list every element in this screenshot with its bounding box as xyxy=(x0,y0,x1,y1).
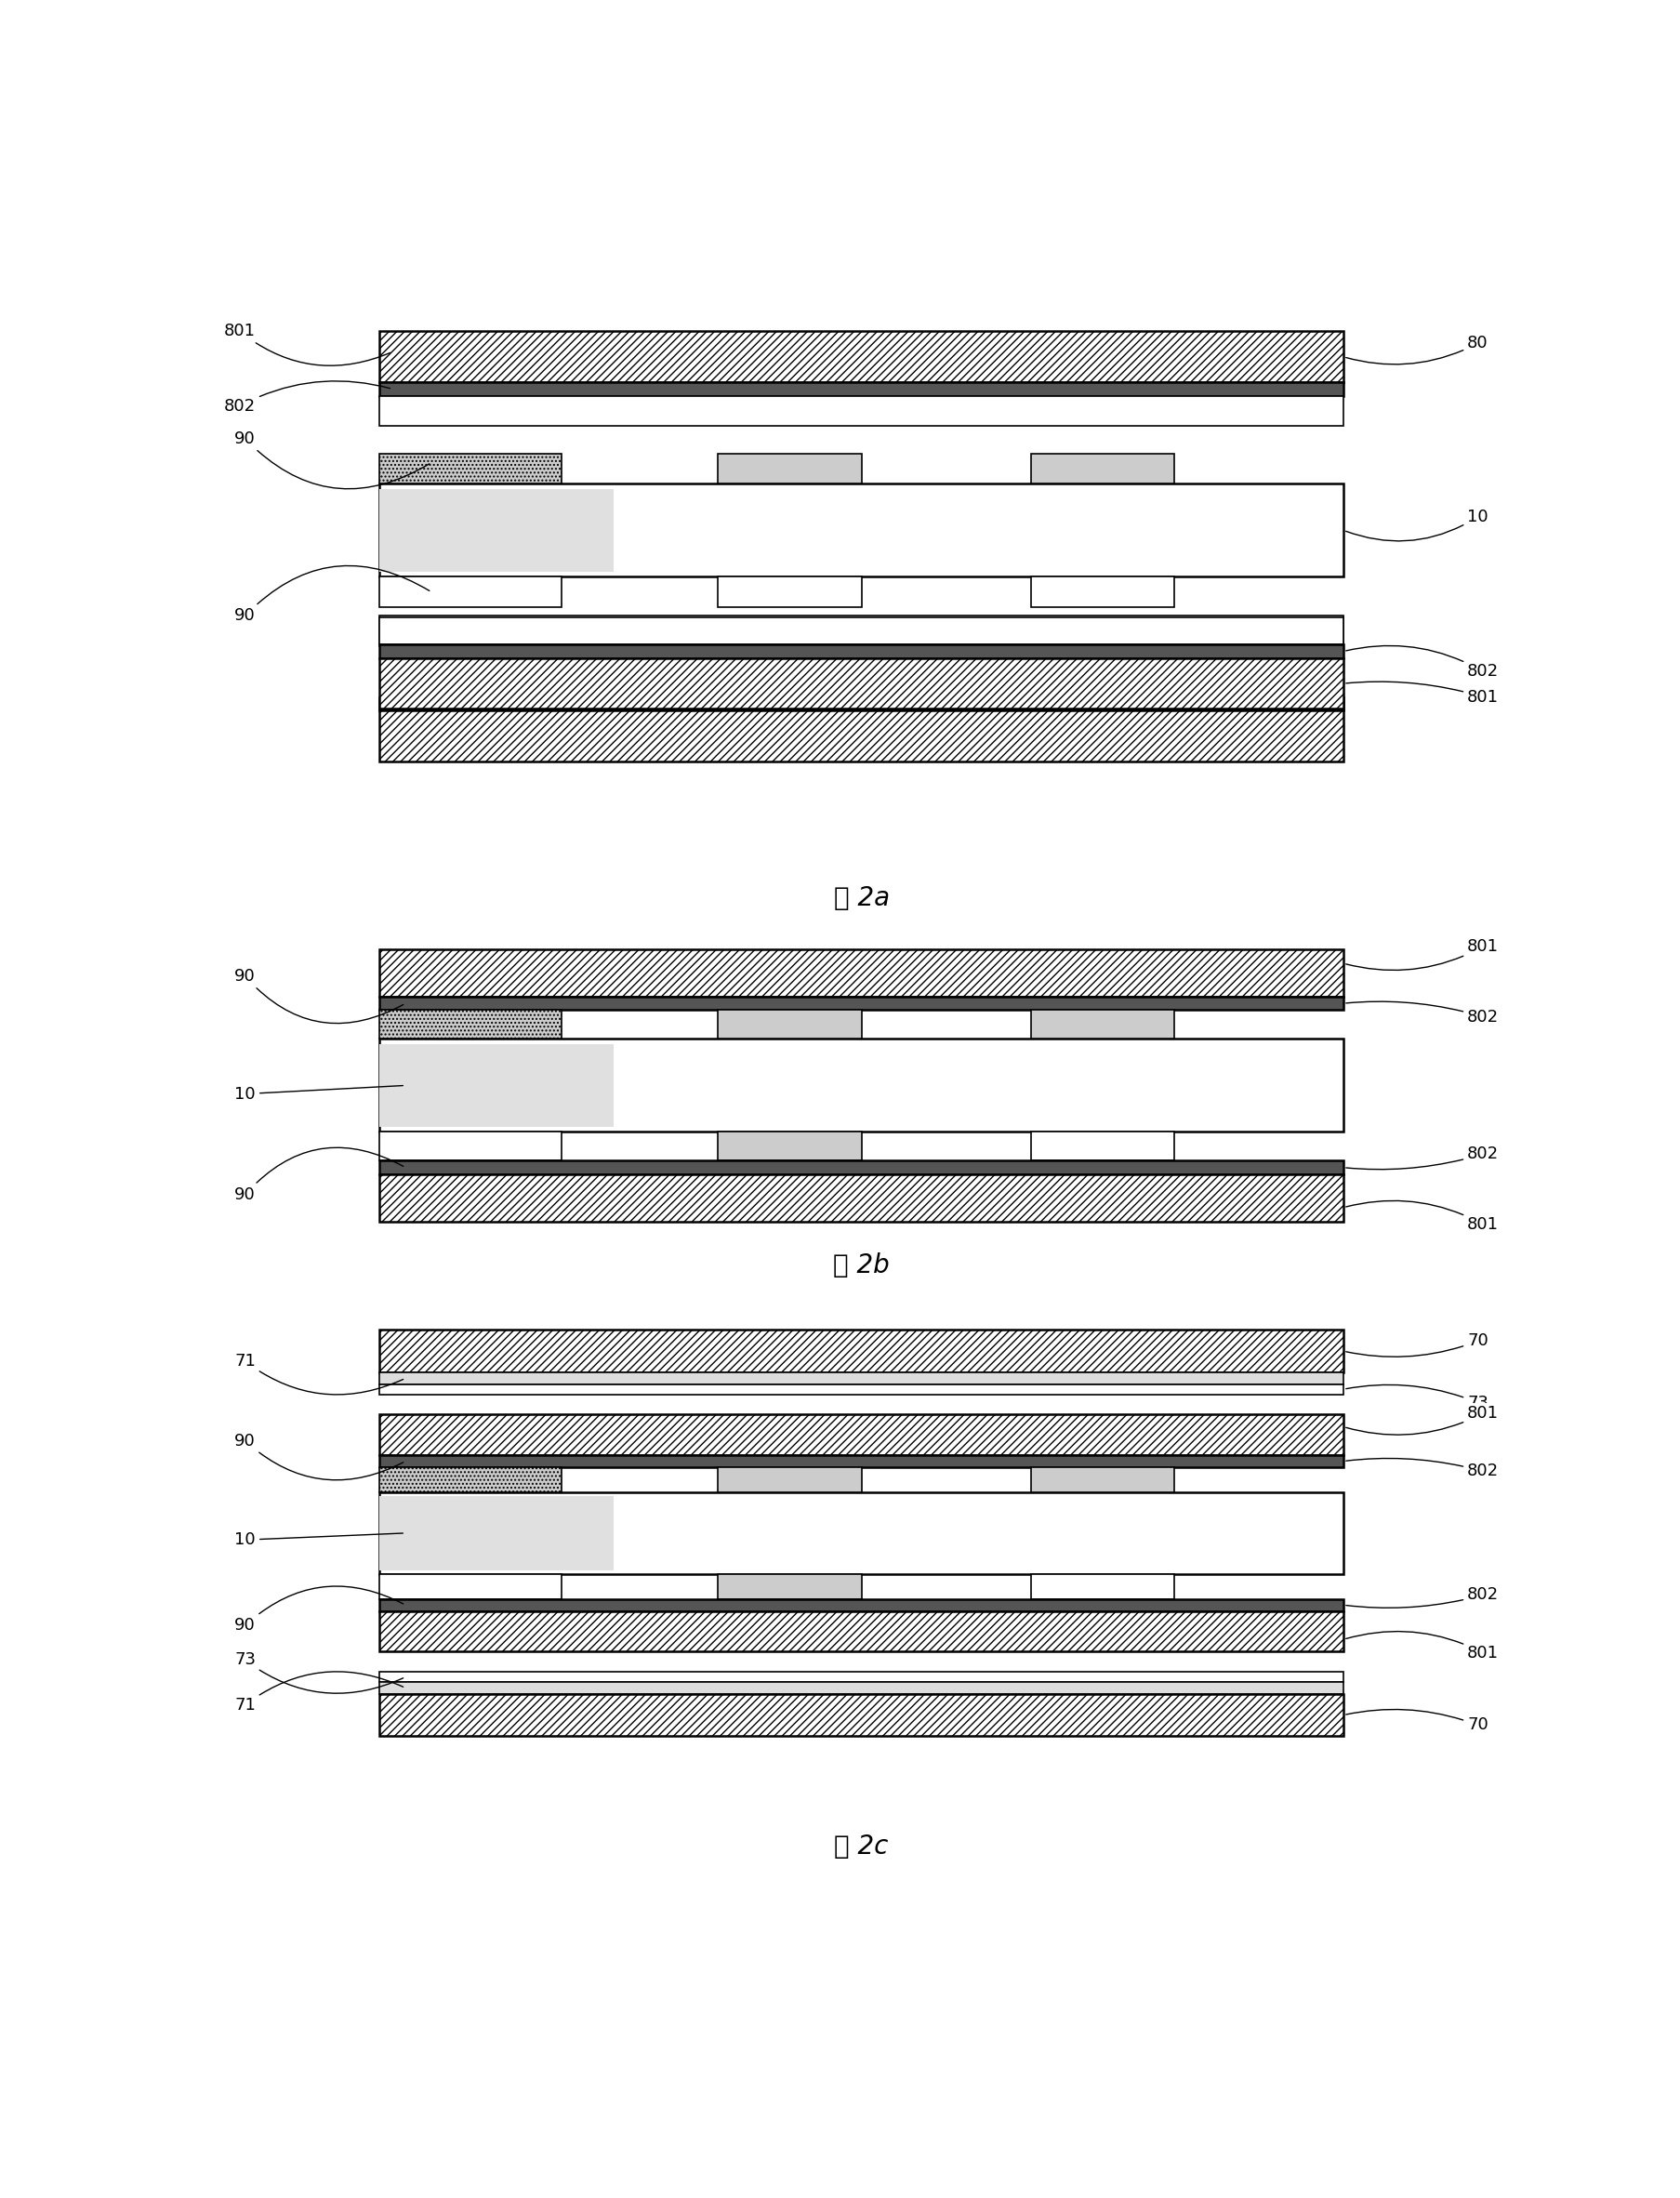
Text: 90: 90 xyxy=(235,1433,403,1479)
Text: 90: 90 xyxy=(235,431,428,488)
Text: 90: 90 xyxy=(235,565,428,624)
Bar xyxy=(380,1011,561,1040)
Text: 10: 10 xyxy=(235,1086,403,1101)
Bar xyxy=(380,996,1342,1011)
Text: 801: 801 xyxy=(1346,1405,1499,1435)
Bar xyxy=(717,1132,862,1161)
Bar xyxy=(380,697,1342,710)
Bar xyxy=(380,1044,613,1128)
Bar xyxy=(380,1040,1342,1132)
Bar xyxy=(380,1372,1342,1385)
Bar xyxy=(1030,1466,1174,1492)
Bar xyxy=(1030,453,1174,484)
Bar xyxy=(380,332,1342,382)
Bar xyxy=(380,618,1342,644)
Bar xyxy=(380,1330,1342,1372)
Text: 802: 802 xyxy=(1346,1002,1499,1024)
Bar xyxy=(380,576,561,607)
Text: 801: 801 xyxy=(1346,681,1499,706)
Text: 10: 10 xyxy=(1346,508,1487,541)
Text: 90: 90 xyxy=(235,1587,403,1633)
Bar xyxy=(380,710,1342,761)
Bar xyxy=(380,396,1342,426)
Text: 80: 80 xyxy=(1346,334,1487,365)
Text: 图 2a: 图 2a xyxy=(833,886,889,912)
Bar xyxy=(1030,1132,1174,1161)
Bar xyxy=(1030,576,1174,607)
Bar xyxy=(380,1673,1342,1681)
Bar xyxy=(380,1695,1342,1736)
Text: 图 2b: 图 2b xyxy=(833,1253,889,1279)
Bar xyxy=(1030,1574,1174,1600)
Bar xyxy=(380,1681,1342,1695)
Text: 802: 802 xyxy=(1346,1145,1499,1169)
Bar xyxy=(380,1455,1342,1466)
Bar xyxy=(717,1466,862,1492)
Bar xyxy=(380,1174,1342,1222)
Bar xyxy=(380,644,1342,657)
Text: 802: 802 xyxy=(1346,1457,1499,1479)
Text: 10: 10 xyxy=(235,1532,403,1547)
Bar xyxy=(380,950,1342,996)
Bar xyxy=(380,1385,1342,1394)
Bar xyxy=(380,1466,561,1492)
Text: 90: 90 xyxy=(235,1147,403,1202)
Bar xyxy=(380,1611,1342,1651)
Bar xyxy=(380,1497,613,1569)
Text: 90: 90 xyxy=(235,967,403,1024)
Bar xyxy=(380,484,1342,576)
Bar xyxy=(380,382,1342,396)
Text: 802: 802 xyxy=(1346,646,1499,679)
Bar xyxy=(1030,1011,1174,1040)
Text: 71: 71 xyxy=(234,1354,403,1394)
Bar xyxy=(380,615,1342,646)
Bar xyxy=(380,1161,1342,1174)
Bar xyxy=(717,576,862,607)
Text: 801: 801 xyxy=(1346,1200,1499,1233)
Text: 73: 73 xyxy=(1346,1385,1488,1411)
Bar xyxy=(717,1574,862,1600)
Bar xyxy=(380,1132,561,1161)
Text: 802: 802 xyxy=(223,380,390,413)
Text: 801: 801 xyxy=(223,323,390,365)
Text: 图 2c: 图 2c xyxy=(833,1833,889,1860)
Text: 70: 70 xyxy=(1346,1332,1487,1356)
Bar xyxy=(380,1600,1342,1611)
Text: 70: 70 xyxy=(1346,1710,1487,1734)
Bar xyxy=(717,453,862,484)
Bar xyxy=(380,1492,1342,1574)
Bar xyxy=(380,488,613,571)
Bar xyxy=(380,1416,1342,1455)
Bar xyxy=(380,1574,561,1600)
Bar xyxy=(380,657,1342,710)
Text: 802: 802 xyxy=(1346,1587,1499,1609)
Text: 71: 71 xyxy=(234,1673,403,1712)
Bar xyxy=(380,453,561,484)
Bar xyxy=(717,1011,862,1040)
Text: 801: 801 xyxy=(1346,1631,1499,1662)
Text: 73: 73 xyxy=(234,1651,403,1692)
Text: 801: 801 xyxy=(1346,939,1499,969)
